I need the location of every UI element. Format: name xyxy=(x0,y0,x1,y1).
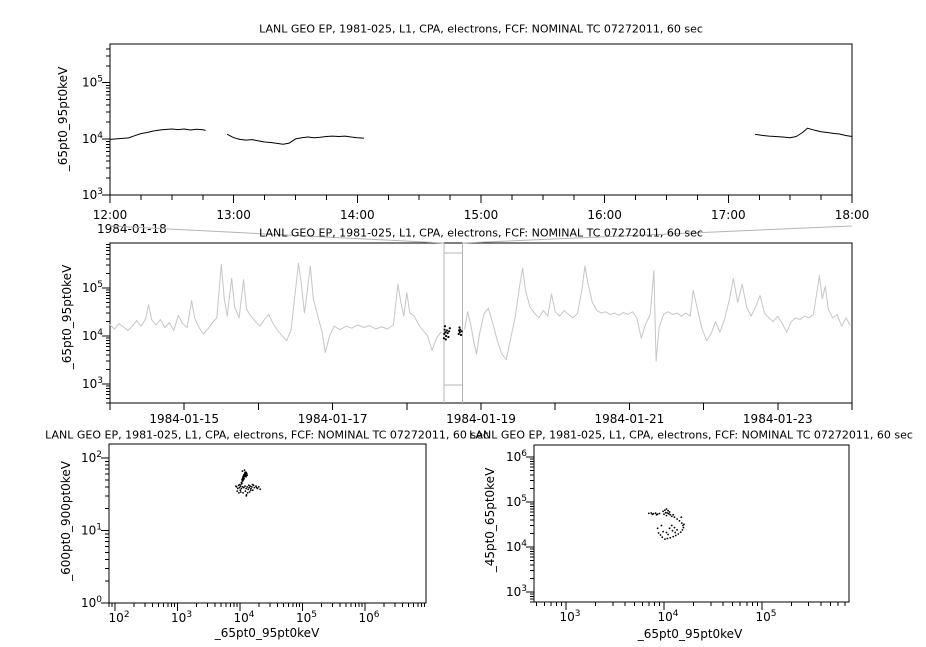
svg-text:106: 106 xyxy=(359,610,380,625)
svg-text:104: 104 xyxy=(506,539,527,554)
panel3-y-axis-label: _600pt0_900pt0keV xyxy=(59,461,73,581)
svg-text:105: 105 xyxy=(82,75,103,90)
svg-text:18:00: 18:00 xyxy=(835,208,870,222)
svg-text:106: 106 xyxy=(506,449,527,464)
svg-text:105: 105 xyxy=(296,610,317,625)
panel3-plot-area[interactable] xyxy=(109,444,426,603)
svg-text:105: 105 xyxy=(506,494,527,509)
panel4-plot-area[interactable] xyxy=(534,445,849,602)
panel3-title: LANL GEO EP, 1981-025, L1, CPA, electron… xyxy=(45,428,489,442)
svg-text:105: 105 xyxy=(755,609,776,624)
svg-text:17:00: 17:00 xyxy=(711,208,746,222)
svg-text:12:00: 12:00 xyxy=(93,208,128,222)
svg-text:104: 104 xyxy=(658,609,679,624)
svg-text:103: 103 xyxy=(82,376,103,391)
panel4-title: LANL GEO EP, 1981-025, L1, CPA, electron… xyxy=(469,428,913,442)
svg-text:101: 101 xyxy=(81,523,102,538)
panel4-x-axis-label: _65pt0_95pt0keV xyxy=(637,627,743,641)
panel2-title: LANL GEO EP, 1981-025, L1, CPA, electron… xyxy=(259,226,703,240)
svg-text:103: 103 xyxy=(506,584,527,599)
panel1-y-axis-label: _65pt0_95pt0keV xyxy=(56,66,70,172)
panel1-plot-area[interactable] xyxy=(110,44,852,195)
svg-text:100: 100 xyxy=(81,595,102,610)
svg-text:102: 102 xyxy=(109,610,130,625)
svg-text:103: 103 xyxy=(82,187,103,202)
svg-text:1984-01-21: 1984-01-21 xyxy=(595,412,665,426)
svg-text:1984-01-18: 1984-01-18 xyxy=(97,222,167,236)
panel1-title: LANL GEO EP, 1981-025, L1, CPA, electron… xyxy=(259,22,703,36)
svg-text:104: 104 xyxy=(234,610,255,625)
svg-text:105: 105 xyxy=(82,280,103,295)
svg-text:15:00: 15:00 xyxy=(464,208,499,222)
svg-text:103: 103 xyxy=(560,609,581,624)
panel4-y-axis-label: _45pt0_65pt0keV xyxy=(483,467,497,573)
svg-text:14:00: 14:00 xyxy=(340,208,375,222)
svg-text:104: 104 xyxy=(82,328,103,343)
svg-text:104: 104 xyxy=(82,131,103,146)
panel3-x-axis-label: _65pt0_95pt0keV xyxy=(214,626,320,640)
panel2-y-axis-label: _65pt0_95pt0keV xyxy=(60,264,74,370)
svg-text:102: 102 xyxy=(81,450,102,465)
svg-text:1984-01-17: 1984-01-17 xyxy=(298,412,368,426)
svg-text:13:00: 13:00 xyxy=(216,208,251,222)
overview-selection-box[interactable] xyxy=(443,243,463,403)
panel2-plot-area[interactable] xyxy=(110,243,852,403)
svg-text:1984-01-19: 1984-01-19 xyxy=(446,412,516,426)
svg-text:103: 103 xyxy=(171,610,192,625)
svg-text:1984-01-23: 1984-01-23 xyxy=(743,412,813,426)
svg-text:1984-01-15: 1984-01-15 xyxy=(149,412,219,426)
svg-text:16:00: 16:00 xyxy=(587,208,622,222)
